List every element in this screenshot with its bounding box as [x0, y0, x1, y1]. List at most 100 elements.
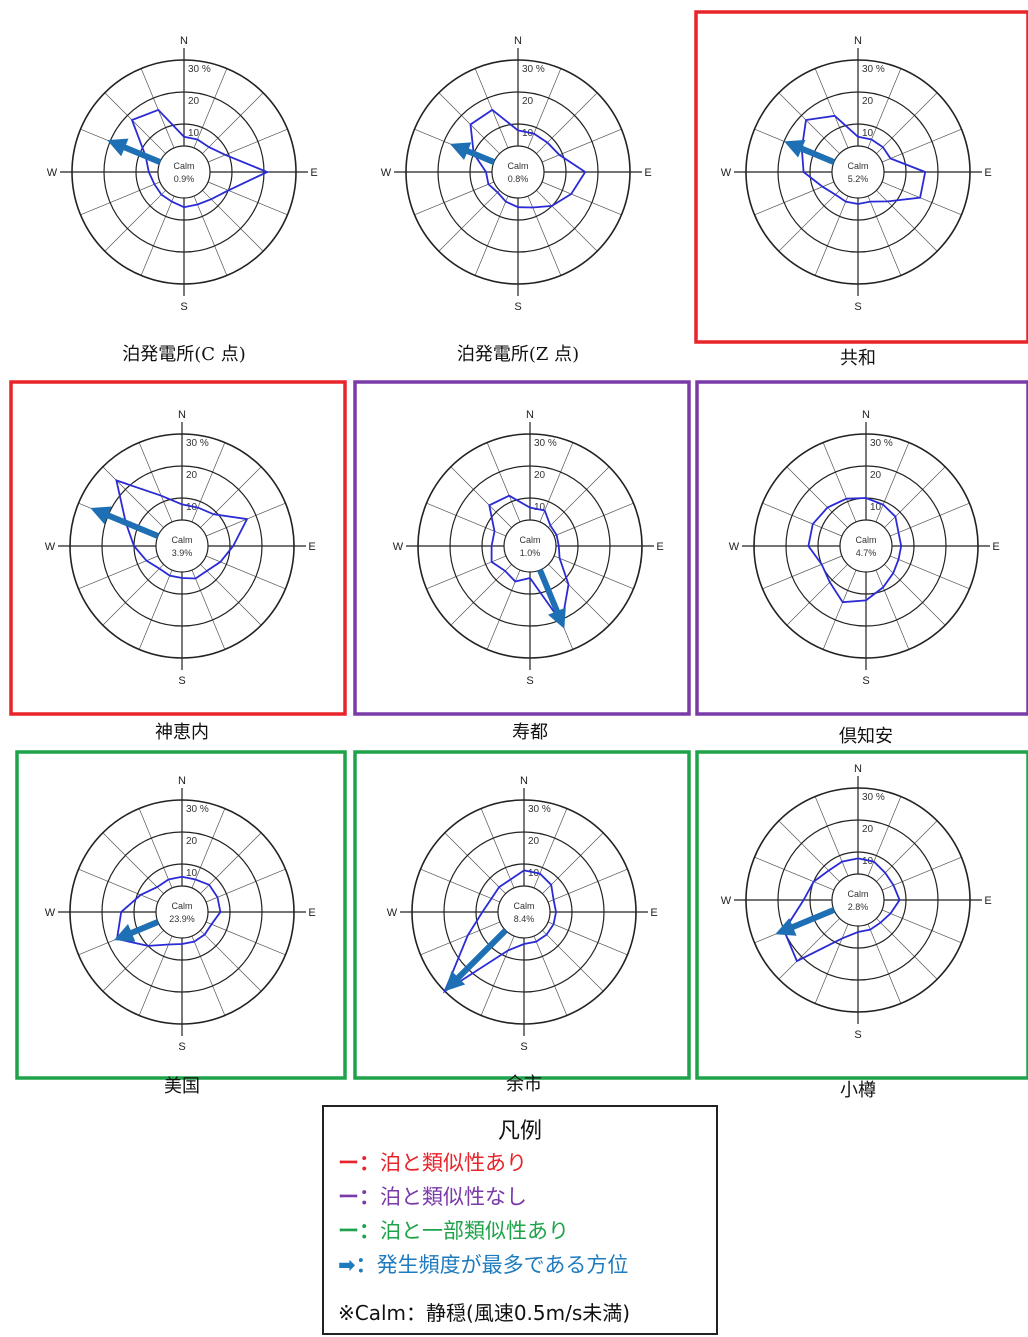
spoke	[523, 68, 562, 158]
spoke	[198, 128, 288, 167]
ring-label: 30 %	[862, 792, 885, 803]
spoke	[822, 560, 861, 650]
direction-label-N: N	[854, 763, 862, 775]
spoke	[140, 68, 179, 158]
direction-label-N: N	[180, 35, 188, 47]
spoke	[871, 560, 910, 650]
direction-label-E: E	[644, 167, 651, 179]
spoke	[104, 92, 173, 161]
frame-green	[15, 750, 347, 1080]
spoke	[544, 551, 634, 590]
spoke	[187, 560, 226, 650]
calm-label: Calm	[173, 161, 194, 171]
spoke	[486, 560, 525, 650]
ring-label: 20	[534, 470, 546, 481]
spoke	[102, 832, 171, 901]
spoke	[877, 466, 946, 535]
spoke	[762, 502, 852, 541]
legend-item-most-frequent: ➡：発生頻度が最多である方位	[338, 1249, 628, 1279]
ring-label: 30 %	[522, 64, 545, 75]
spoke	[187, 926, 226, 1016]
station-caption: 小樽	[840, 1080, 876, 1101]
direction-label-W: W	[729, 541, 740, 553]
spoke	[474, 186, 513, 276]
spoke	[529, 808, 568, 898]
spoke	[529, 183, 598, 252]
most-frequent-arrow	[784, 139, 836, 165]
frequency-polygon	[783, 857, 901, 963]
spoke	[195, 183, 264, 252]
calm-bg	[168, 158, 200, 186]
direction-label-E: E	[656, 541, 663, 553]
ring-label: 10	[862, 128, 874, 139]
spoke	[872, 177, 962, 216]
calm-label: Calm	[519, 535, 540, 545]
station-caption: 倶知安	[839, 726, 893, 747]
legend-item-partly-similar-text: 泊と一部類似性あり	[380, 1219, 569, 1243]
spoke	[869, 92, 938, 161]
calm-label: Calm	[171, 901, 192, 911]
calm-value: 0.9%	[174, 174, 195, 184]
spoke	[486, 442, 525, 532]
spoke	[814, 68, 853, 158]
calm-bg	[508, 898, 540, 926]
spoke	[523, 186, 562, 276]
spoke	[754, 177, 844, 216]
frequency-polygon	[800, 114, 927, 205]
ring-label: 20	[870, 470, 882, 481]
calm-label: Calm	[171, 535, 192, 545]
ring-label: 20	[862, 96, 874, 107]
wind-rose-8: 10 20 30 % N E S W Calm 8.4% 余市	[353, 750, 691, 1095]
grid-ring	[411, 799, 637, 1025]
grid-ring	[133, 863, 231, 961]
spoke	[869, 820, 938, 889]
most-frequent-arrow	[90, 506, 160, 539]
ring-label: 10	[186, 868, 198, 879]
spoke	[541, 466, 610, 535]
spoke	[187, 808, 226, 898]
direction-label-S: S	[520, 1041, 527, 1053]
most-frequent-arrow	[537, 568, 566, 629]
station-caption: 美国	[164, 1076, 200, 1097]
spoke	[426, 502, 516, 541]
ring-label: 20	[188, 96, 200, 107]
spoke	[778, 183, 847, 252]
grid-ring	[405, 59, 631, 285]
direction-label-W: W	[47, 167, 58, 179]
spoke	[140, 186, 179, 276]
spoke	[438, 183, 507, 252]
spoke	[814, 914, 853, 1004]
spoke	[872, 856, 962, 895]
station-caption: 泊発電所(C 点)	[122, 344, 246, 365]
grid-ring	[745, 59, 971, 285]
calm-value: 2.8%	[848, 902, 869, 912]
ring-label: 30 %	[186, 804, 209, 815]
ring-label: 30 %	[534, 438, 557, 449]
calm-bg	[166, 532, 198, 560]
ring-label: 30 %	[186, 438, 209, 449]
spoke	[877, 557, 946, 626]
direction-label-N: N	[526, 409, 534, 421]
spoke	[474, 68, 513, 158]
direction-label-N: N	[854, 35, 862, 47]
spoke	[414, 177, 504, 216]
ring-label: 10	[862, 856, 874, 867]
spoke	[880, 502, 970, 541]
legend-item-most-frequent-symbol: ➡：	[338, 1253, 377, 1277]
spoke	[538, 917, 628, 956]
spoke	[863, 914, 902, 1004]
calm-value: 4.7%	[856, 548, 877, 558]
legend-item-partly-similar: ー：泊と一部類似性あり	[338, 1215, 569, 1245]
spoke	[193, 466, 262, 535]
station-caption: 寿都	[512, 722, 548, 743]
spoke	[532, 128, 622, 167]
station-caption: 泊発電所(Z 点)	[457, 344, 579, 365]
spoke	[535, 923, 604, 992]
grid-ring	[475, 863, 573, 961]
frequency-polygon	[807, 497, 903, 604]
legend-title: 凡例	[497, 1119, 542, 1144]
spoke	[778, 820, 847, 889]
spoke	[532, 177, 622, 216]
direction-label-W: W	[381, 167, 392, 179]
spoke	[104, 183, 173, 252]
